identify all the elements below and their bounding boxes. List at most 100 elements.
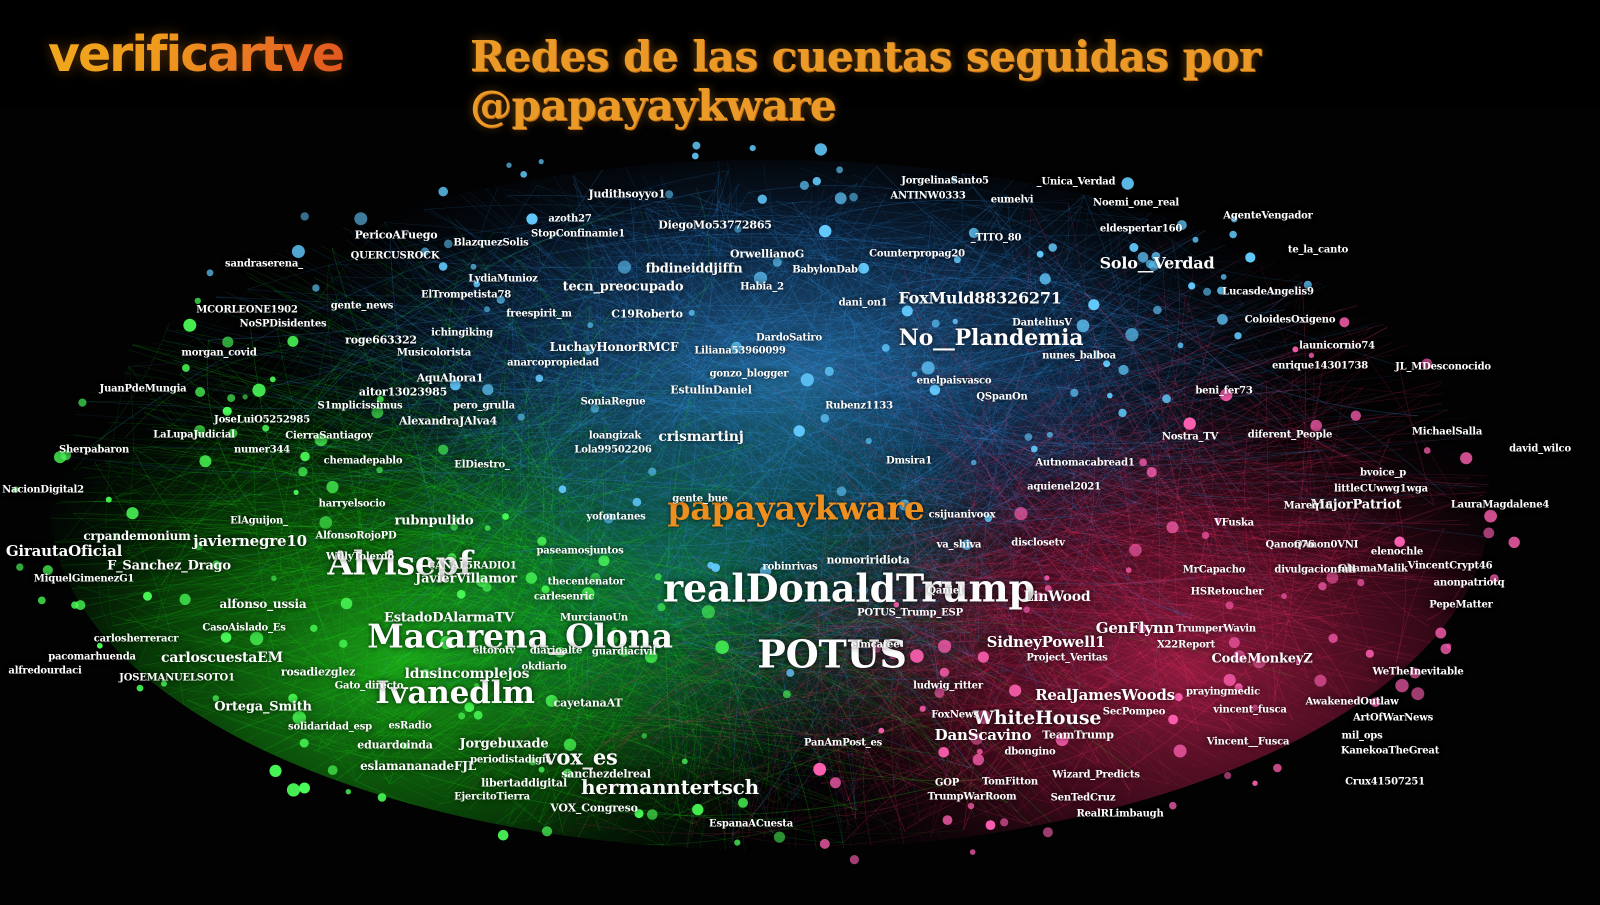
node-label[interactable]: sanchezdelreal <box>561 767 651 781</box>
node-label[interactable]: Vincent__Fusca <box>1206 736 1290 748</box>
node-label[interactable]: VincentCrypt46 <box>1407 560 1493 572</box>
node-label[interactable]: aitor13023985 <box>358 385 448 399</box>
node-label[interactable]: azoth27 <box>548 213 592 225</box>
node-label[interactable]: DardoSatiro <box>756 332 822 344</box>
node-label[interactable]: guardiacivil <box>591 646 657 658</box>
node-label[interactable]: NoSPDisidentes <box>239 318 327 330</box>
node-label[interactable]: MajorPatriot <box>1310 497 1402 513</box>
node-label[interactable]: va_shiva <box>936 539 982 551</box>
node-label[interactable]: pacomarhuenda <box>48 651 136 663</box>
node-label[interactable]: eduardoinda <box>357 738 433 752</box>
node-label[interactable]: EstadoDAlarmaTV <box>384 610 514 626</box>
node-label[interactable]: NacionDigital2 <box>2 484 84 496</box>
node-label[interactable]: littleCUwwg1wga <box>1334 483 1428 495</box>
node-label[interactable]: SidneyPowell1 <box>986 633 1106 651</box>
node-label[interactable]: Alvisepf <box>327 543 473 583</box>
node-label[interactable]: Qanon76 <box>1265 539 1315 551</box>
node-label[interactable]: Lola99502206 <box>574 444 652 456</box>
node-label[interactable]: freespirit_m <box>506 308 572 320</box>
node-label[interactable]: diarioalte <box>529 645 583 657</box>
node-label[interactable]: FoxMuld88326271 <box>898 288 1062 308</box>
node-label[interactable]: C19Roberto <box>611 307 683 321</box>
node-label[interactable]: LucasdeAngelis9 <box>1222 286 1314 298</box>
node-label[interactable]: david_wilco <box>1509 443 1571 455</box>
node-label[interactable]: LydiaMunioz <box>468 273 538 285</box>
node-label[interactable]: rosadiezglez <box>280 665 356 679</box>
node-label[interactable]: Nostra_TV <box>1161 431 1219 443</box>
node-label[interactable]: aquienel2021 <box>1027 481 1101 493</box>
node-label[interactable]: alfonso_ussia <box>219 597 307 611</box>
node-label[interactable]: MCORLEONE1902 <box>196 304 298 316</box>
node-label[interactable]: TrumpWarRoom <box>927 791 1017 803</box>
node-label[interactable]: LauraMagdalene4 <box>1450 499 1550 511</box>
node-label[interactable]: eumelvi <box>990 194 1034 206</box>
node-label[interactable]: JuanPdeMungia <box>99 383 187 395</box>
node-label[interactable]: QUERCUSROCK <box>350 250 440 262</box>
node-label[interactable]: vincent_fusca <box>1213 704 1287 716</box>
node-label[interactable]: ldnsincomplejos <box>404 666 530 682</box>
node-label[interactable]: OrwellianoG <box>729 247 805 261</box>
node-label[interactable]: WhiteHouse <box>972 707 1102 729</box>
node-label[interactable]: carlesenric <box>533 591 595 603</box>
node-label[interactable]: Autnomacabread1 <box>1035 457 1135 469</box>
node-label[interactable]: Macarena_Olona <box>367 616 673 656</box>
node-label[interactable]: Gato_directo <box>334 680 404 692</box>
node-label[interactable]: VOX_Congreso <box>550 801 638 815</box>
node-label[interactable]: S1mplicissimus <box>317 400 403 412</box>
node-label[interactable]: csijuanivoox <box>928 509 996 521</box>
node-label[interactable]: RealJamesWoods <box>1035 686 1175 704</box>
node-label[interactable]: LinWood <box>1023 589 1091 605</box>
node-label[interactable]: numer344 <box>233 444 291 456</box>
node-label[interactable]: Habia_2 <box>740 281 784 293</box>
node-label[interactable]: launicornio74 <box>1299 340 1375 352</box>
node-label[interactable]: DanScavino <box>934 726 1032 744</box>
node-label[interactable]: eldespertar160 <box>1099 223 1183 235</box>
node-label[interactable]: bvoice_p <box>1359 467 1407 479</box>
node-label[interactable]: FoxNews <box>931 709 979 721</box>
node-label[interactable]: ColoidesOxigeno <box>1244 314 1336 326</box>
node-label[interactable]: cayetanaAT <box>553 696 623 710</box>
node-label[interactable]: EjercitoTierra <box>454 791 530 803</box>
node-label[interactable]: No__Plandemia <box>898 325 1084 351</box>
node-label[interactable]: sandraserena_ <box>225 258 303 270</box>
node-label[interactable]: vox_es <box>544 744 618 770</box>
node-label[interactable]: javiernegre10 <box>193 532 307 550</box>
node-label[interactable]: morgan_covid <box>181 347 257 359</box>
node-label[interactable]: divulgacionfull <box>1274 564 1356 576</box>
node-label[interactable]: te_la_canto <box>1287 244 1349 256</box>
node-label[interactable]: JavierVillamor <box>415 571 517 587</box>
node-label[interactable]: mil_ops <box>1341 730 1383 742</box>
node-label[interactable]: AwakenedOutlaw <box>1305 696 1399 708</box>
node-label[interactable]: realDonaldTrump <box>663 565 1035 611</box>
node-label[interactable]: Solo__Verdad <box>1099 253 1215 273</box>
node-label[interactable]: enelpaisvasco <box>916 375 992 387</box>
node-label[interactable]: VFuska <box>1214 517 1254 529</box>
node-label[interactable]: Judithsoyyo1 <box>588 187 666 201</box>
node-label[interactable]: periodistadigit <box>470 754 550 766</box>
node-label[interactable]: F_Sanchez_Drago <box>107 558 231 574</box>
node-label[interactable]: BabylonDab <box>792 264 858 276</box>
node-label[interactable]: ElAguijon_ <box>230 515 288 527</box>
node-label[interactable]: solidaridad_esp <box>288 721 372 733</box>
node-label[interactable]: diferent_People <box>1247 429 1333 441</box>
node-label[interactable]: Ivanedlm <box>375 675 535 711</box>
node-label[interactable]: tecn_preocupado <box>562 279 684 295</box>
node-label[interactable]: AlexandraJAlva4 <box>398 414 498 428</box>
node-label[interactable]: KanekoaTheGreat <box>1340 745 1440 757</box>
node-label[interactable]: fbdineiddjiffn <box>645 261 743 277</box>
node-label[interactable]: eslamananadeFJL <box>360 759 476 773</box>
node-label[interactable]: prayingmedic <box>1185 686 1261 698</box>
node-label[interactable]: PanAmPost_es <box>803 737 883 749</box>
node-label[interactable]: ObamaMalik <box>1338 563 1408 575</box>
node-label[interactable]: SenTedCruz <box>1050 792 1116 804</box>
node-label[interactable]: Wizard_Predicts <box>1052 769 1140 781</box>
node-label[interactable]: AgenteVengador <box>1223 210 1313 222</box>
node-label[interactable]: elenochle <box>1370 546 1424 558</box>
node-label[interactable]: _Unica_Verdad <box>1036 176 1116 188</box>
node-label[interactable]: SecPompeo <box>1102 706 1166 718</box>
node-label[interactable]: POTUS <box>757 631 907 677</box>
node-label[interactable]: papayaykware <box>667 488 925 528</box>
node-label[interactable]: Project_Veritas <box>1026 652 1108 664</box>
node-label[interactable]: Jorgebuxade <box>459 736 549 752</box>
node-label[interactable]: JoseLuiO5252985 <box>214 414 310 426</box>
